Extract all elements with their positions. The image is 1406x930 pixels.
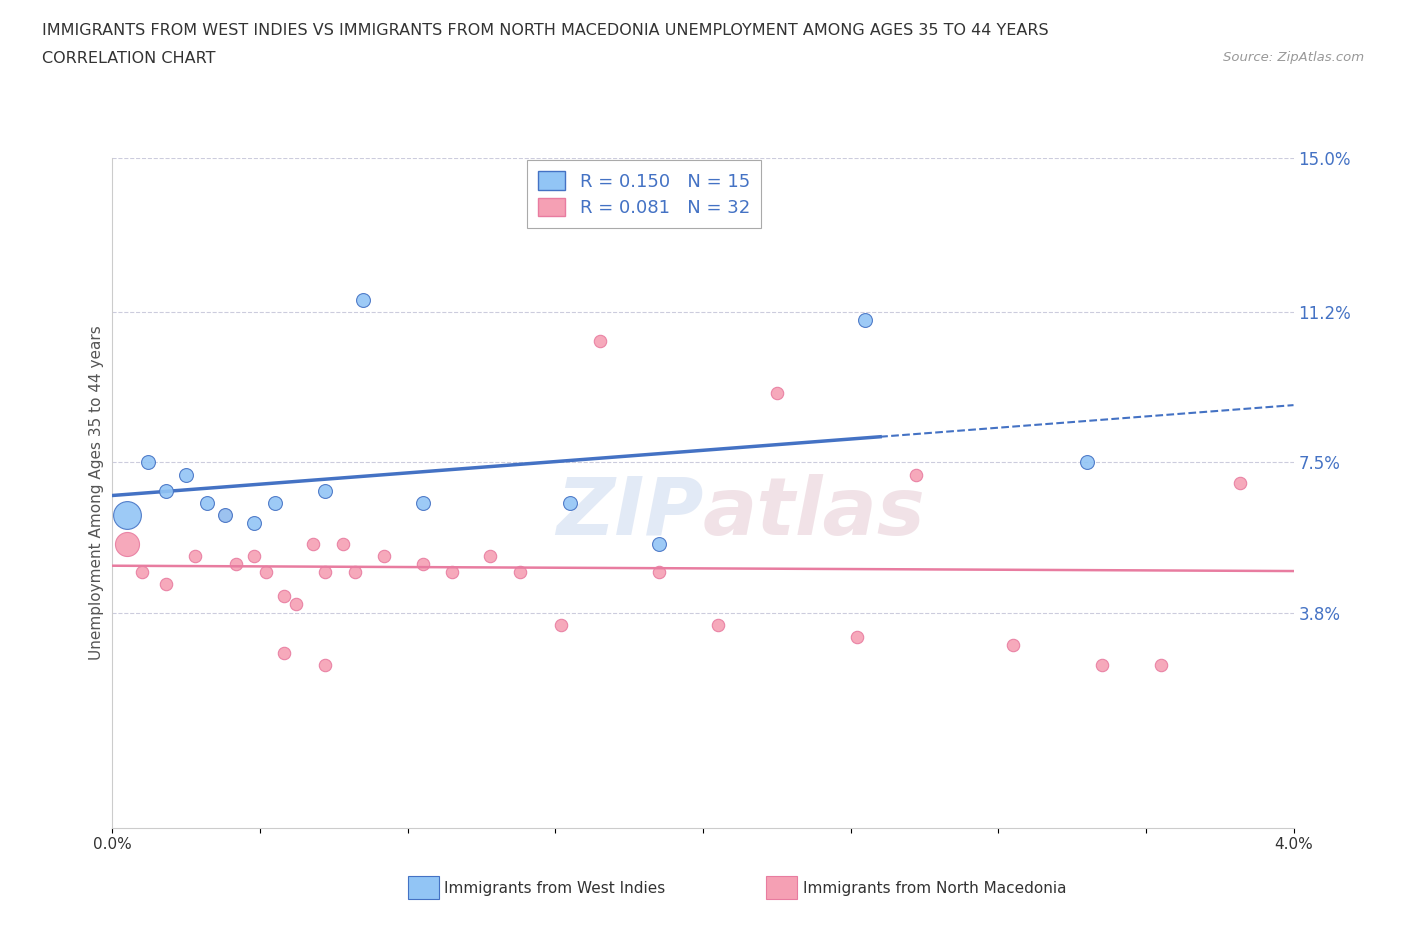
Legend: R = 0.150   N = 15, R = 0.081   N = 32: R = 0.150 N = 15, R = 0.081 N = 32 [527,161,761,228]
Point [1150,658,1173,672]
Text: atlas: atlas [703,474,925,552]
Point [184,549,207,564]
Point [373,549,395,564]
Point [766,386,789,401]
Point [441,565,464,579]
Y-axis label: Unemployment Among Ages 35 to 44 years: Unemployment Among Ages 35 to 44 years [89,326,104,660]
Point [343,565,366,579]
Point [706,618,728,632]
Point [560,496,582,511]
Point [264,496,287,511]
Text: Immigrants from North Macedonia: Immigrants from North Macedonia [803,881,1066,896]
Point [254,565,277,579]
Text: IMMIGRANTS FROM WEST INDIES VS IMMIGRANTS FROM NORTH MACEDONIA UNEMPLOYMENT AMON: IMMIGRANTS FROM WEST INDIES VS IMMIGRANT… [42,23,1049,38]
Point [1001,638,1024,653]
Point [845,630,868,644]
Point [155,577,177,591]
Point [1076,455,1098,470]
Point [1091,658,1114,672]
Point [314,484,336,498]
Point [243,549,266,564]
Point [412,496,434,511]
Point [647,565,671,579]
Text: CORRELATION CHART: CORRELATION CHART [42,51,215,66]
Point [273,645,295,660]
Point [1229,475,1251,490]
Point [332,537,354,551]
Point [284,597,307,612]
Point [479,549,502,564]
Point [352,293,374,308]
Point [302,537,325,551]
Point [214,508,236,523]
Point [117,537,138,551]
Point [273,589,295,604]
Point [195,496,218,511]
Text: Source: ZipAtlas.com: Source: ZipAtlas.com [1223,51,1364,64]
Point [214,508,236,523]
Point [131,565,153,579]
Point [904,467,927,482]
Point [314,658,336,672]
Point [314,565,336,579]
Point [853,313,877,328]
Point [647,537,671,551]
Point [174,467,197,482]
Point [550,618,572,632]
Text: ZIP: ZIP [555,474,703,552]
Point [588,333,610,348]
Point [225,556,247,571]
Text: Immigrants from West Indies: Immigrants from West Indies [444,881,665,896]
Point [509,565,531,579]
Point [243,516,266,531]
Point [155,484,177,498]
Point [136,455,159,470]
Point [412,556,434,571]
Point [117,508,138,523]
